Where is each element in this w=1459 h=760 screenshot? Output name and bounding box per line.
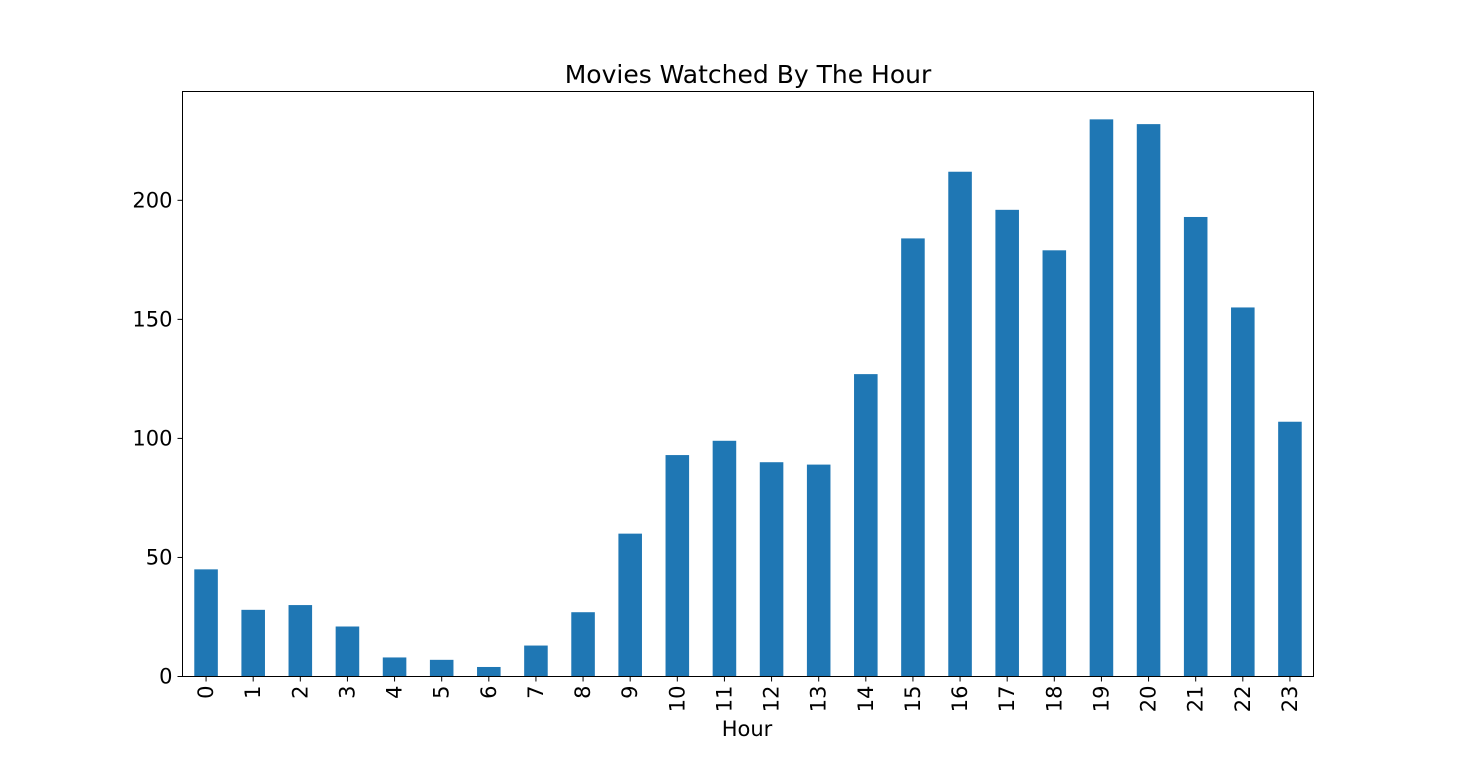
x-tick-label: 1 [241,686,265,699]
bar-hour-19 [1089,119,1114,677]
bar-hour-2 [288,605,313,677]
x-tick-label: 8 [571,686,595,699]
bar-hour-5 [429,659,454,677]
x-tick-label: 11 [712,686,736,713]
x-tick-label: 17 [995,686,1019,713]
x-tick-label: 4 [383,686,407,699]
bar-hour-1 [241,609,265,677]
x-tick-label: 3 [335,686,359,699]
bar-hour-13 [806,464,831,677]
y-tick-label: 0 [159,665,172,689]
plot-frame [182,91,1314,677]
bar-hour-7 [524,645,548,677]
bar-hour-17 [995,209,1019,677]
bar-hour-10 [665,455,690,677]
y-tick-label: 50 [146,545,173,569]
bar-hour-15 [901,238,925,677]
bar-hour-8 [571,612,595,677]
bar-hour-12 [759,462,784,677]
x-tick-label: 10 [665,686,689,713]
x-tick-label: 22 [1231,686,1255,713]
x-tick-label: 20 [1137,686,1161,713]
y-tick-label: 200 [132,188,172,212]
bars-group [194,119,1302,677]
x-tick-label: 12 [760,686,784,713]
bar-hour-18 [1042,250,1067,677]
bar-hour-11 [712,440,737,677]
x-tick-label: 13 [807,686,831,713]
bar-hour-4 [382,657,407,677]
bar-hour-16 [948,171,972,677]
x-tick-label: 21 [1184,686,1208,713]
x-tick-label: 5 [430,686,454,699]
chart-title: Movies Watched By The Hour [565,60,932,89]
x-tick-label: 16 [948,686,972,713]
x-tick-label: 2 [288,686,312,699]
x-axis-label: Hour [722,717,773,741]
bar-hour-22 [1231,307,1255,677]
x-tick-label: 0 [194,686,218,699]
y-tick-label: 100 [132,426,172,450]
bar-hour-6 [477,666,501,677]
bar-hour-9 [618,533,642,677]
x-tick-label: 6 [477,686,501,699]
x-tick-label: 7 [524,686,548,699]
bar-hour-3 [335,626,360,677]
bar-hour-20 [1136,124,1161,677]
x-tick-label: 9 [618,686,642,699]
bar-hour-23 [1278,421,1302,677]
x-tick-label: 23 [1278,686,1302,713]
x-tick-label: 15 [901,686,925,713]
y-tick-label: 150 [132,307,172,331]
y-axis: 0 50 100 150 200 [132,188,183,689]
bar-hour-0 [194,569,218,677]
x-tick-label: 19 [1089,686,1113,713]
x-axis: 0 1 2 3 4 5 6 7 8 9 10 11 12 13 14 15 16 17 18 19 20 21 22 23 [194,676,1302,713]
x-tick-label: 18 [1042,686,1066,713]
bar-hour-14 [854,374,878,677]
bar-hour-21 [1183,216,1208,677]
x-tick-label: 14 [854,686,878,713]
